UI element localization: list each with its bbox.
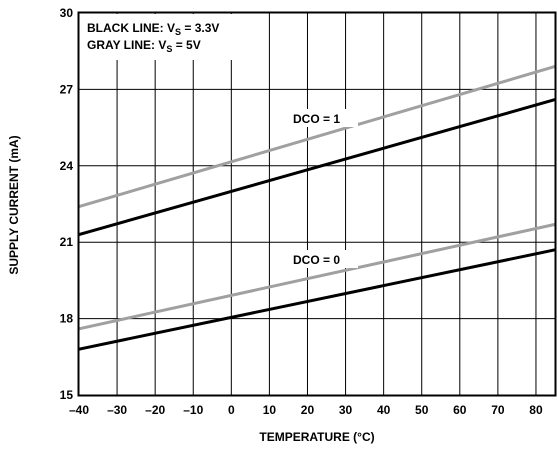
series-line-black-dco1 — [78, 98, 556, 237]
x-tick-label: 10 — [263, 403, 277, 417]
x-tick-label: –20 — [145, 403, 165, 417]
x-tick-label: –40 — [69, 403, 89, 417]
y-tick-label: 21 — [60, 235, 74, 249]
x-tick-label: 50 — [415, 403, 429, 417]
legend-black-line: BLACK LINE: VS = 3.3V — [87, 21, 219, 37]
grid — [79, 13, 555, 395]
annotation-dco1: DCO = 1 — [293, 112, 340, 126]
y-axis-title: SUPPLY CURRENT (mA) — [7, 135, 21, 274]
series-line-black-dco0 — [78, 248, 556, 351]
y-tick-label: 18 — [60, 312, 74, 326]
annotation-dco1-bg — [290, 109, 358, 127]
x-tick-label: –10 — [183, 403, 203, 417]
annotation-dco0: DCO = 0 — [293, 253, 340, 267]
x-tick-label: –30 — [107, 403, 127, 417]
x-tick-label: 30 — [339, 403, 353, 417]
x-tick-label: 60 — [453, 403, 467, 417]
series-layer — [78, 65, 556, 351]
tick-labels: –40 –30 –20 –10 0 10 20 30 40 50 60 70 80 15 18 21 24 27 3… — [60, 6, 543, 417]
x-tick-label: 40 — [377, 403, 391, 417]
y-tick-label: 24 — [60, 159, 74, 173]
y-tick-label: 27 — [60, 82, 74, 96]
y-tick-label: 30 — [60, 6, 74, 20]
y-tick-label: 15 — [60, 388, 74, 402]
x-tick-label: 80 — [529, 403, 543, 417]
series-line-gray-dco1 — [78, 65, 556, 208]
legend-box — [81, 14, 264, 60]
legend-gray-line: GRAY LINE: VS = 5V — [87, 38, 201, 54]
annotation-dco0-bg — [290, 250, 358, 268]
x-tick-label: 20 — [301, 403, 315, 417]
plot-frame — [77, 11, 557, 397]
x-tick-label: 0 — [228, 403, 235, 417]
x-axis-title: TEMPERATURE (°C) — [259, 430, 374, 444]
series-line-gray-dco0 — [78, 222, 556, 331]
x-tick-label: 70 — [491, 403, 505, 417]
